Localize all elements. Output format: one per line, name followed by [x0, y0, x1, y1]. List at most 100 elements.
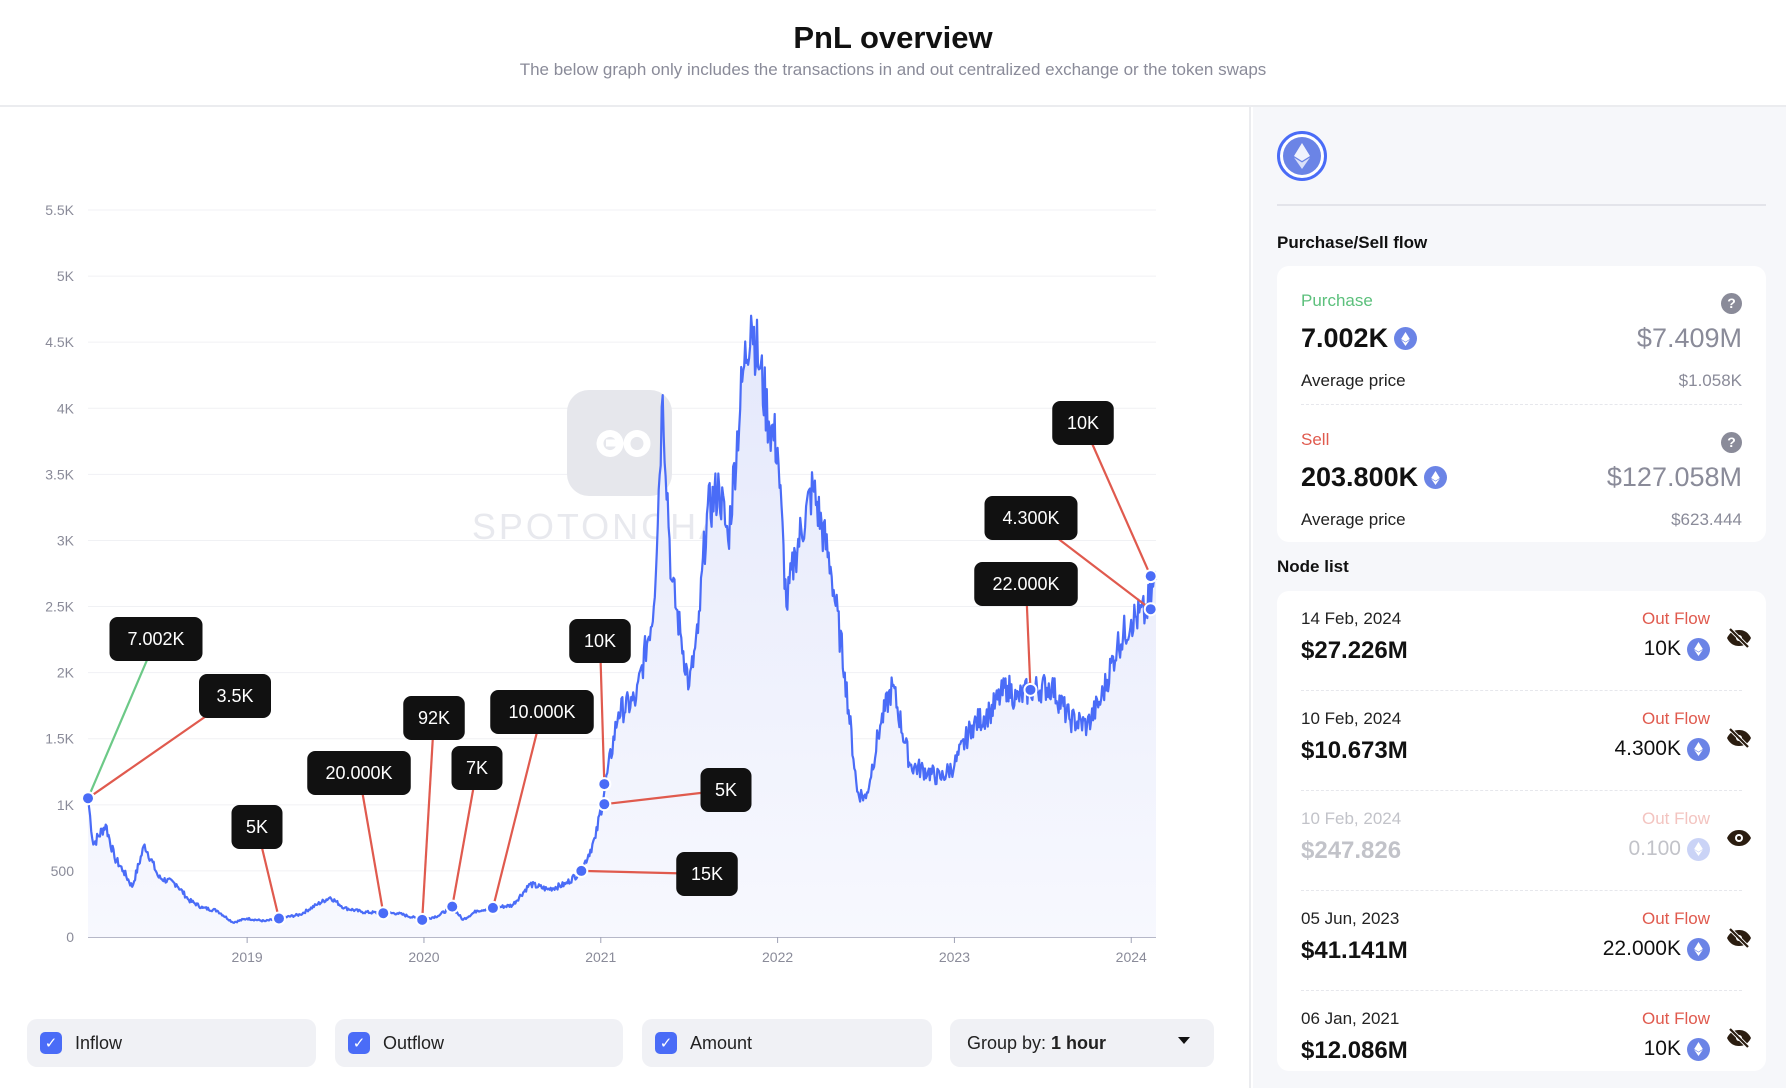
- node-flow-type: Out Flow: [1641, 809, 1710, 828]
- help-icon[interactable]: ?: [1721, 432, 1742, 453]
- node-date: 14 Feb, 2024: [1301, 609, 1402, 628]
- marker-connector: [421, 717, 436, 920]
- sell-amount: 203.800K: [1301, 462, 1419, 492]
- eth-icon: [1687, 637, 1710, 661]
- node-list-item[interactable]: 10 Feb, 2024 $10.673M Out Flow 4.300K: [1301, 691, 1751, 791]
- header: PnL overview The below graph only includ…: [0, 0, 1786, 107]
- marker-label-box[interactable]: [984, 496, 1078, 540]
- eye-off-icon[interactable]: [1726, 727, 1752, 754]
- node-list-item[interactable]: 06 Jan, 2021 $12.086M Out Flow 10K: [1301, 991, 1751, 1071]
- node-date: 06 Jan, 2021: [1301, 1009, 1400, 1028]
- marker-label-box[interactable]: [199, 674, 271, 718]
- x-tick-label: 2024: [1116, 949, 1147, 965]
- eye-off-icon[interactable]: [1726, 627, 1752, 654]
- y-tick-label: 2K: [57, 665, 75, 681]
- node-quantity: 10K: [1643, 637, 1681, 660]
- group-by-value: 1 hour: [1051, 1032, 1107, 1053]
- y-tick-label: 5.5K: [45, 202, 74, 218]
- divider: [1301, 404, 1742, 405]
- eye-off-icon[interactable]: [1726, 1027, 1752, 1054]
- marker-label: 22.000K: [992, 574, 1059, 594]
- marker-label-box[interactable]: [700, 768, 752, 812]
- marker-label-box[interactable]: [569, 619, 631, 663]
- checkbox-checked-icon[interactable]: ✓: [348, 1032, 370, 1054]
- node-date: 05 Jun, 2023: [1301, 909, 1400, 928]
- y-tick-label: 1K: [57, 797, 75, 813]
- eth-icon: [1687, 1037, 1710, 1061]
- marker-label: 3.5K: [216, 686, 253, 706]
- checkbox-checked-icon[interactable]: ✓: [40, 1032, 62, 1054]
- node-date: 10 Feb, 2024: [1301, 709, 1402, 728]
- marker-point: [485, 900, 500, 915]
- node-list: 14 Feb, 2024 $27.226M Out Flow 10K 10 Fe…: [1277, 591, 1766, 1071]
- eye-off-icon[interactable]: [1726, 927, 1752, 954]
- ethereum-token-icon[interactable]: [1277, 131, 1327, 181]
- marker-label: 92K: [418, 708, 450, 728]
- y-tick-label: 2.5K: [45, 599, 74, 615]
- marker-point: [415, 912, 430, 927]
- eth-icon: [1687, 737, 1710, 761]
- x-tick-label: 2022: [762, 949, 793, 965]
- node-list-title: Node list: [1277, 557, 1349, 576]
- marker-label: 4.300K: [1002, 508, 1059, 528]
- x-tick-label: 2023: [939, 949, 970, 965]
- node-quantity: 4.300K: [1614, 737, 1681, 760]
- y-tick-label: 4.5K: [45, 334, 74, 350]
- node-flow-type: Out Flow: [1641, 909, 1710, 928]
- marker-label-box[interactable]: [451, 746, 503, 790]
- x-tick-label: 2020: [408, 949, 439, 965]
- marker-label-box[interactable]: [109, 617, 203, 661]
- node-list-item[interactable]: 14 Feb, 2024 $27.226M Out Flow 10K: [1301, 591, 1751, 691]
- marker-point: [376, 906, 391, 921]
- purchase-avg-price: $1.058K: [1678, 371, 1742, 390]
- node-value: $27.226M: [1301, 637, 1408, 664]
- eth-icon: [1687, 937, 1710, 961]
- marker-point: [271, 911, 286, 926]
- marker-label-box[interactable]: [676, 852, 738, 896]
- marker-label-box[interactable]: [307, 751, 411, 795]
- node-list-item[interactable]: 05 Jun, 2023 $41.141M Out Flow 22.000K: [1301, 891, 1751, 991]
- marker-label: 10K: [584, 631, 616, 651]
- outflow-toggle[interactable]: ✓ Outflow: [335, 1019, 623, 1067]
- inflow-toggle[interactable]: ✓ Inflow: [27, 1019, 316, 1067]
- x-tick-label: 2019: [232, 949, 263, 965]
- node-list-item[interactable]: 10 Feb, 2024 $247.826 Out Flow 0.100: [1301, 791, 1751, 891]
- eth-icon: [1687, 837, 1710, 861]
- marker-point: [81, 791, 95, 806]
- price-area: [88, 315, 1156, 937]
- purchase-section: Purchase ? 7.002K $7.409M Average price …: [1301, 291, 1742, 390]
- group-by-select[interactable]: Group by: 1 hour: [950, 1019, 1214, 1067]
- caret-down-icon: [1178, 1037, 1190, 1044]
- page-subtitle: The below graph only includes the transa…: [519, 60, 1267, 79]
- inflow-label: Inflow: [75, 1032, 123, 1053]
- marker-point: [574, 863, 589, 878]
- node-value: $10.673M: [1301, 737, 1408, 764]
- purchase-amount: 7.002K: [1301, 323, 1389, 353]
- price-line: [86, 314, 1158, 924]
- pnl-chart: 0 500 1K 1.5K 2K 2.5K 3K 3.5K 4K 4.5K 5K 5.5K 2019 20…: [45, 202, 1158, 965]
- y-tick-label: 5K: [57, 268, 75, 284]
- y-tick-label: 0: [66, 929, 74, 945]
- eye-icon[interactable]: [1726, 827, 1752, 854]
- marker-label-box[interactable]: [974, 562, 1078, 606]
- page-title: PnL overview: [793, 20, 993, 55]
- eth-icon: [1394, 327, 1418, 350]
- sell-usd: $127.058M: [1606, 462, 1742, 492]
- marker-label: 7K: [466, 758, 488, 778]
- help-icon[interactable]: ?: [1721, 293, 1742, 314]
- marker-label: 20.000K: [325, 763, 392, 783]
- node-quantity: 0.100: [1628, 837, 1681, 860]
- node-quantity: 10K: [1643, 1037, 1681, 1060]
- purchase-label: Purchase: [1301, 291, 1373, 310]
- marker-label-box[interactable]: [231, 805, 283, 849]
- group-by-label: Group by:: [967, 1032, 1047, 1053]
- sell-avg-label: Average price: [1301, 510, 1406, 529]
- amount-toggle[interactable]: ✓ Amount: [642, 1019, 932, 1067]
- marker-point: [597, 797, 612, 812]
- marker-label-box[interactable]: [403, 696, 465, 740]
- purchase-avg-label: Average price: [1301, 371, 1406, 390]
- marker-label-box[interactable]: [490, 690, 594, 734]
- marker-label-box[interactable]: [1052, 401, 1114, 445]
- checkbox-checked-icon[interactable]: ✓: [655, 1032, 677, 1054]
- node-date: 10 Feb, 2024: [1301, 809, 1402, 828]
